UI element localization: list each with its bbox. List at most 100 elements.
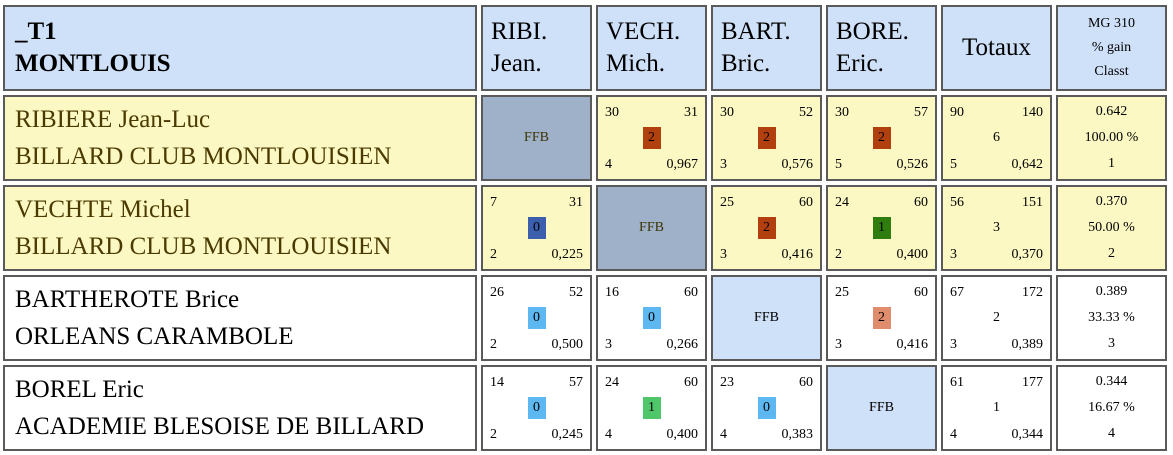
match-cell: 23 60 4 0,383 0: [711, 365, 822, 451]
match-average: 0,400: [666, 427, 699, 442]
player-row: BARTHEROTE Brice ORLEANS CARAMBOLE 26 52 2 0,…: [3, 275, 1167, 361]
match-points: 30: [720, 105, 734, 120]
general-average: 0.370: [1095, 194, 1128, 209]
match-points: 26: [490, 285, 504, 300]
match-reprises: 60: [684, 285, 698, 300]
match-best-series: 3: [720, 157, 727, 172]
total-points: 61: [950, 375, 964, 390]
group-title: _T1 MONTLOUIS: [3, 5, 477, 91]
ranking: 4: [1108, 426, 1115, 441]
total-reprises: 172: [1022, 285, 1043, 300]
column-header-mg: MG 310 % gain Classt: [1056, 5, 1167, 91]
match-reprises: 60: [684, 375, 698, 390]
match-cell: 30 31 4 0,967 2: [596, 95, 707, 181]
match-best-series: 2: [490, 337, 497, 352]
player-club: BILLARD CLUB MONTLOUISIEN: [15, 233, 392, 260]
player-row: RIBIERE Jean-Luc BILLARD CLUB MONTLOUISIE…: [3, 95, 1167, 181]
player-cell: RIBIERE Jean-Luc BILLARD CLUB MONTLOUISIE…: [3, 95, 477, 181]
general-average: 0.642: [1095, 104, 1128, 119]
total-best-series: 5: [950, 157, 957, 172]
total-points: 56: [950, 195, 964, 210]
match-reprises: 60: [914, 285, 928, 300]
match-points: 7: [490, 195, 497, 210]
player-name: BARTHEROTE Brice: [15, 286, 240, 313]
match-reprises: 60: [799, 375, 813, 390]
column-header-line2: Mich.: [606, 50, 666, 77]
match-reprises: 60: [914, 195, 928, 210]
total-average: 0,370: [1011, 247, 1044, 262]
total-points: 67: [950, 285, 964, 300]
total-average: 0,389: [1011, 337, 1044, 352]
ffb-cell: FFB: [481, 95, 592, 181]
match-reprises: 52: [569, 285, 583, 300]
match-points: 16: [605, 285, 619, 300]
rank-label: Classt: [1094, 64, 1129, 79]
column-header-line1: BORE.: [836, 18, 909, 45]
match-average: 0,400: [896, 247, 929, 262]
player-name: RIBIERE Jean-Luc: [15, 106, 211, 133]
gain-percent: 100.00 %: [1084, 130, 1139, 145]
match-score-badge: 2: [872, 307, 891, 329]
player-row: BOREL Eric ACADEMIE BLESOISE DE BILLARD 14…: [3, 365, 1167, 451]
ranking: 1: [1108, 156, 1115, 171]
match-cell: 30 57 5 0,526 2: [826, 95, 937, 181]
match-best-series: 3: [835, 337, 842, 352]
match-points: 30: [605, 105, 619, 120]
match-score-badge: 1: [642, 397, 661, 419]
column-header-line2: Jean.: [491, 50, 542, 77]
column-header-bore: BORE. Eric.: [826, 5, 937, 91]
gain-label: % gain: [1091, 40, 1132, 55]
match-best-series: 3: [605, 337, 612, 352]
total-best-series: 3: [950, 337, 957, 352]
player-cell: VECHTE Michel BILLARD CLUB MONTLOUISIEN: [3, 185, 477, 271]
totals-cell: 67 172 3 0,389 2: [941, 275, 1052, 361]
ranking: 3: [1108, 336, 1115, 351]
column-header-line1: VECH.: [606, 18, 681, 45]
match-cell: 25 60 3 0,416 2: [826, 275, 937, 361]
summary-cell: 0.389 33.33 % 3: [1056, 275, 1167, 361]
match-average: 0,266: [666, 337, 699, 352]
match-average: 0,576: [781, 157, 814, 172]
ffb-cell: FFB: [596, 185, 707, 271]
total-best-series: 3: [950, 247, 957, 262]
total-match-points: 2: [993, 310, 1000, 325]
match-points: 14: [490, 375, 504, 390]
match-best-series: 2: [490, 247, 497, 262]
match-cell: 24 60 2 0,400 1: [826, 185, 937, 271]
player-name: VECHTE Michel: [15, 196, 191, 223]
total-reprises: 151: [1022, 195, 1043, 210]
match-best-series: 5: [835, 157, 842, 172]
player-club: BILLARD CLUB MONTLOUISIEN: [15, 143, 392, 170]
match-average: 0,500: [551, 337, 584, 352]
match-reprises: 31: [569, 195, 583, 210]
match-points: 24: [605, 375, 619, 390]
player-name: BOREL Eric: [15, 376, 144, 403]
match-score-badge: 2: [872, 127, 891, 149]
match-score-badge: 0: [642, 307, 661, 329]
match-cell: 26 52 2 0,500 0: [481, 275, 592, 361]
match-reprises: 57: [914, 105, 928, 120]
match-best-series: 2: [490, 427, 497, 442]
match-cell: 16 60 3 0,266 0: [596, 275, 707, 361]
total-match-points: 3: [993, 220, 1000, 235]
match-points: 30: [835, 105, 849, 120]
summary-cell: 0.642 100.00 % 1: [1056, 95, 1167, 181]
match-reprises: 31: [684, 105, 698, 120]
match-cell: 14 57 2 0,245 0: [481, 365, 592, 451]
match-average: 0,416: [781, 247, 814, 262]
match-reprises: 60: [799, 195, 813, 210]
match-average: 0,416: [896, 337, 929, 352]
player-club: ACADEMIE BLESOISE DE BILLARD: [15, 413, 425, 440]
match-average: 0,526: [896, 157, 929, 172]
gain-percent: 16.67 %: [1088, 400, 1135, 415]
match-score-badge: 0: [527, 217, 546, 239]
match-score-badge: 2: [757, 127, 776, 149]
summary-cell: 0.344 16.67 % 4: [1056, 365, 1167, 451]
match-best-series: 4: [720, 427, 727, 442]
column-header-vech: VECH. Mich.: [596, 5, 707, 91]
match-cell: 7 31 2 0,225 0: [481, 185, 592, 271]
total-average: 0,642: [1011, 157, 1044, 172]
match-points: 25: [720, 195, 734, 210]
total-match-points: 1: [993, 400, 1000, 415]
